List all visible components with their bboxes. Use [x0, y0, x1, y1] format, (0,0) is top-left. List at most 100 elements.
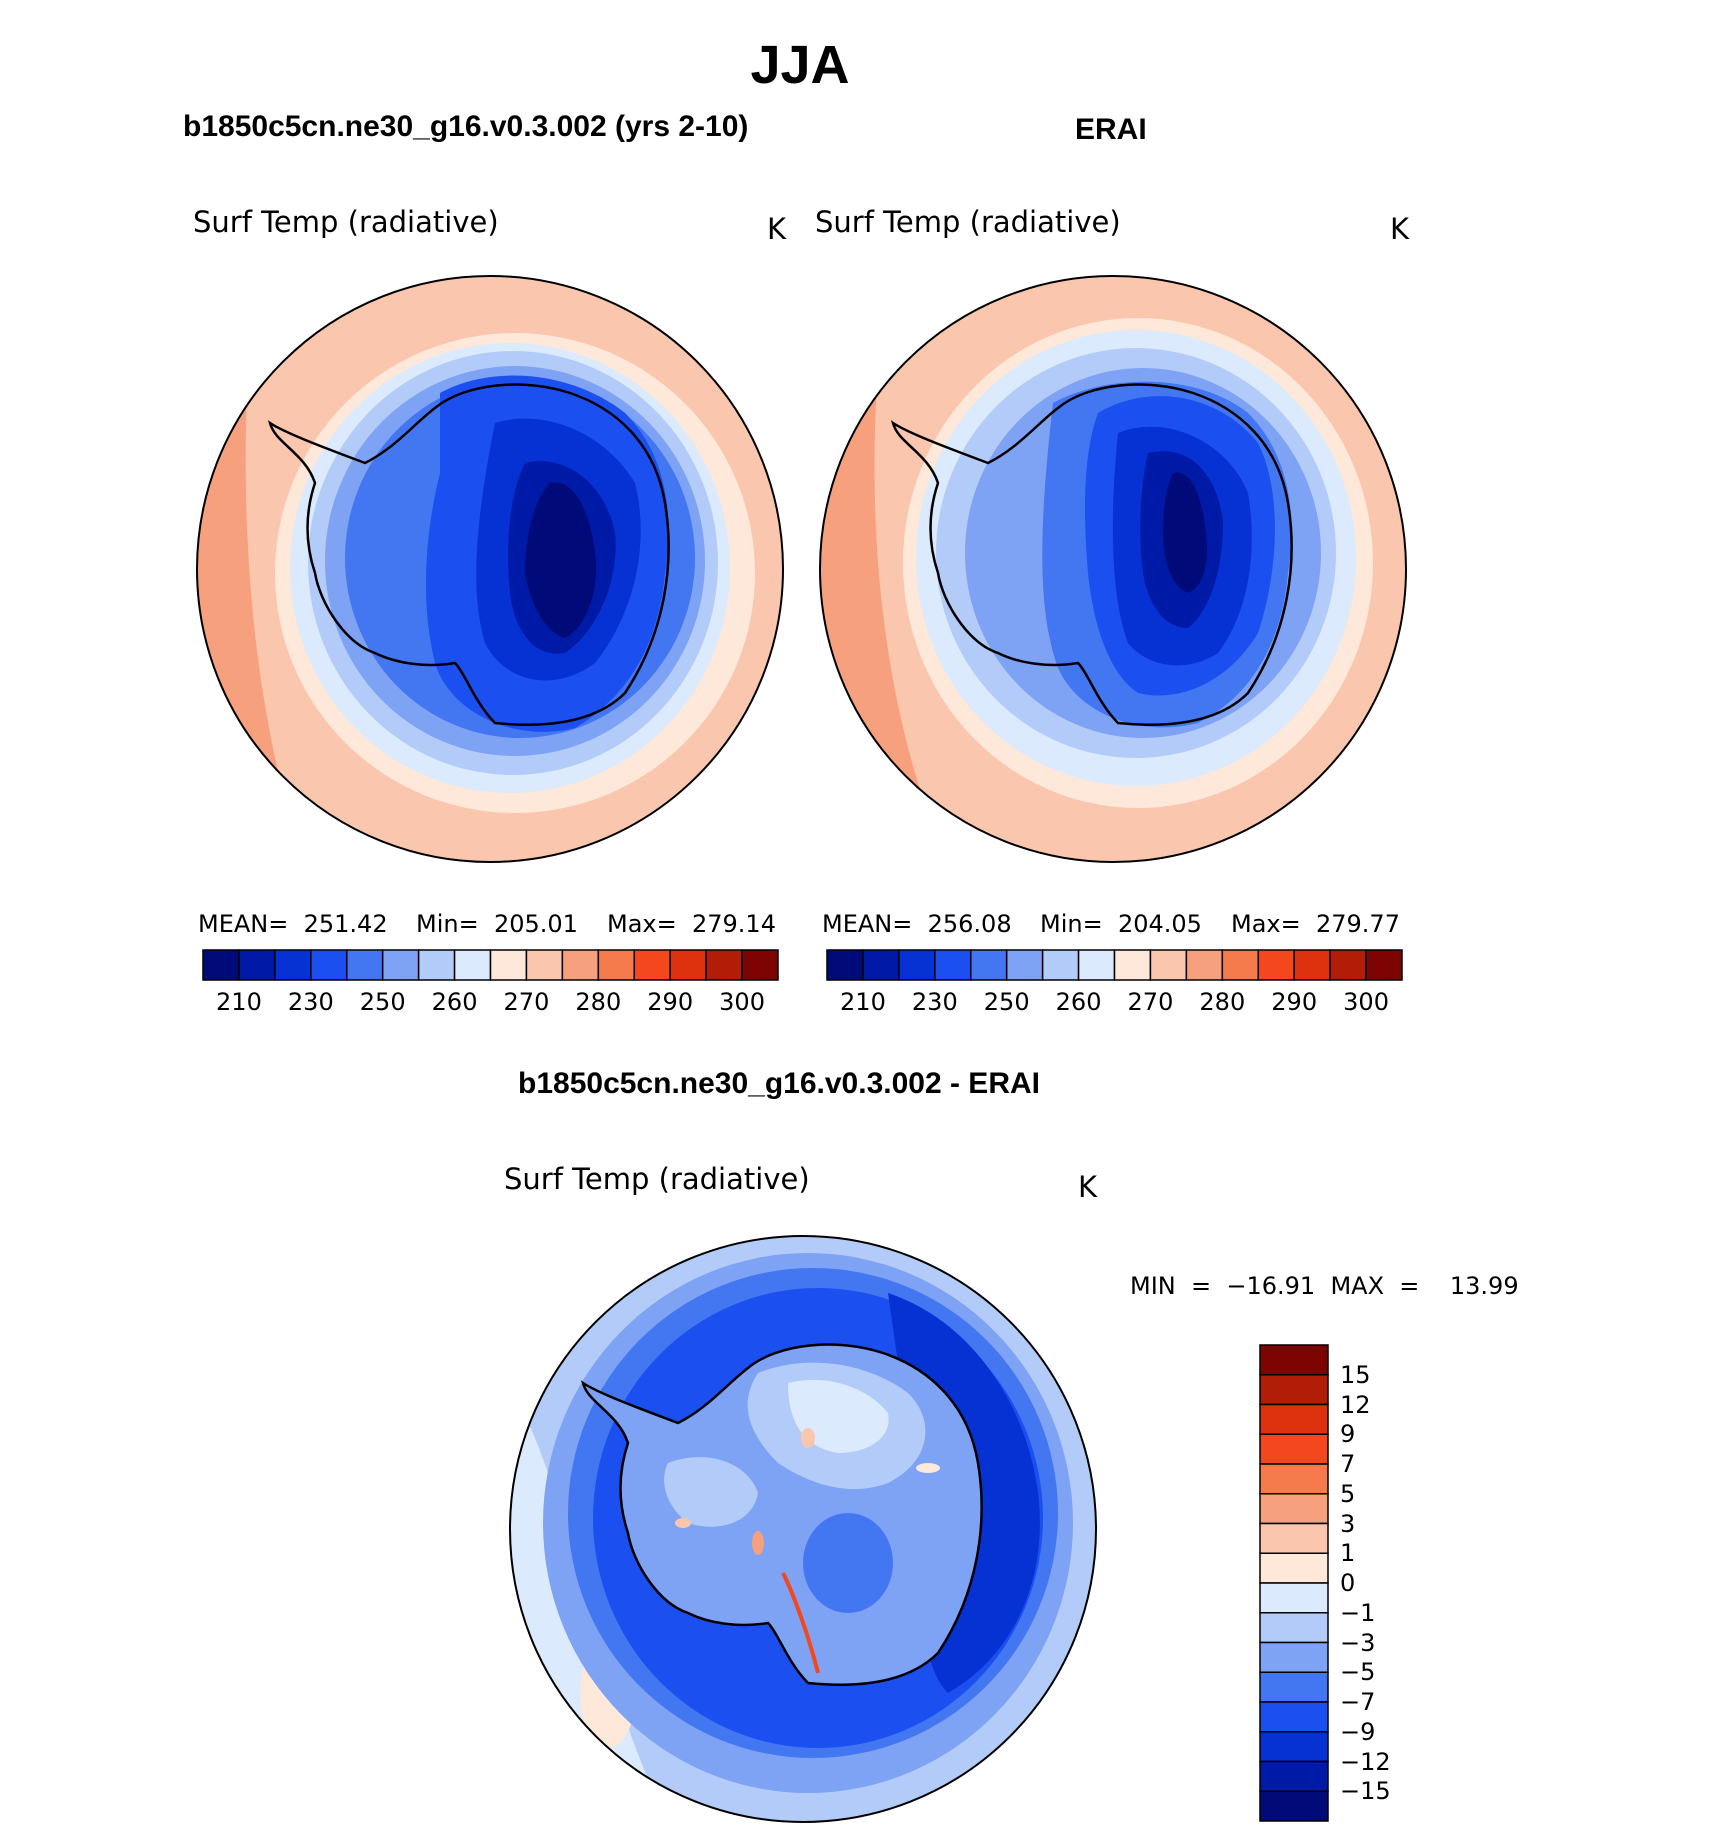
- colorbar-tick-label: 280: [575, 988, 622, 1016]
- colorbar-swatch: [597, 949, 635, 981]
- colorbar-tick-label: −1: [1340, 1598, 1376, 1627]
- colorbar-swatch: [1329, 949, 1367, 981]
- colorbar-swatch: [669, 949, 707, 981]
- colorbar-tick-label: 250: [359, 988, 406, 1016]
- panel-2-mean: MEAN= 256.08: [822, 910, 1012, 938]
- panel-2-min: Min= 204.05: [1040, 910, 1202, 938]
- colorbar-tick-label: 0: [1340, 1569, 1356, 1597]
- colorbar-swatch: [826, 949, 864, 981]
- panel-1-units: K: [767, 212, 787, 246]
- colorbar-swatch: [202, 949, 240, 981]
- colorbar-swatch: [346, 949, 384, 981]
- colorbar-swatch: [1257, 949, 1295, 981]
- colorbar-swatch: [898, 949, 936, 981]
- colorbar-tick-label: −15: [1340, 1777, 1391, 1806]
- colorbar-swatch: [1149, 949, 1188, 981]
- panel-1-mean: MEAN= 251.42: [198, 910, 388, 938]
- colorbar-tick-label: 7: [1340, 1450, 1356, 1478]
- colorbar-tick-label: −5: [1340, 1658, 1376, 1687]
- colorbar-swatch: [417, 949, 456, 981]
- panel-3-subtitle: b1850c5cn.ne30_g16.v0.3.002 - ERAI: [518, 1067, 1040, 1100]
- colorbar-swatch: [1259, 1493, 1329, 1525]
- colorbar-swatch: [1259, 1760, 1329, 1792]
- colorbar-tick-label: 300: [1343, 988, 1389, 1016]
- colorbar-swatch: [1259, 1522, 1329, 1554]
- colorbar-swatch: [1041, 949, 1080, 981]
- colorbar-tick-label: 5: [1340, 1479, 1356, 1508]
- colorbar-swatch: [453, 949, 492, 981]
- panel-1-min: Min= 205.01: [416, 910, 578, 938]
- colorbar-tick-label: 9: [1340, 1420, 1356, 1449]
- colorbar-swatch: [1185, 949, 1224, 981]
- colorbar-swatch: [1259, 1344, 1329, 1376]
- colorbar-swatch: [525, 949, 564, 981]
- colorbar-tick-label: 290: [647, 988, 694, 1016]
- colorbar-swatch: [1259, 1790, 1329, 1822]
- colorbar-tick-label: −3: [1340, 1628, 1376, 1657]
- colorbar-tick-label: 3: [1340, 1509, 1356, 1538]
- colorbar-swatch: [705, 949, 743, 981]
- colorbar-swatch: [310, 949, 348, 981]
- colorbar-swatch: [1365, 949, 1403, 981]
- colorbar-tick-label: 280: [1199, 988, 1246, 1016]
- colorbar-tick-label: −7: [1340, 1688, 1376, 1716]
- colorbar-difference: [1259, 1344, 1329, 1822]
- panel-1-max: Max= 279.14: [607, 910, 776, 938]
- colorbar-swatch: [381, 949, 420, 981]
- panel-1-subtitle: b1850c5cn.ne30_g16.v0.3.002 (yrs 2-10): [183, 110, 749, 143]
- colorbar-tick-label: 1: [1340, 1539, 1356, 1568]
- colorbar-swatch: [561, 949, 600, 981]
- colorbar-swatch: [1005, 949, 1044, 981]
- panel-3-variable-label: Surf Temp (radiative): [504, 1162, 810, 1196]
- colorbar-swatch: [741, 949, 779, 981]
- colorbar-tick-label: 250: [983, 988, 1030, 1016]
- colorbar-swatch: [1259, 1641, 1329, 1673]
- colorbar-tick-label: 210: [216, 988, 262, 1016]
- colorbar-tick-label: 270: [1127, 988, 1174, 1016]
- colorbar-swatch: [1293, 949, 1331, 981]
- colorbar-tick-label: 15: [1340, 1360, 1371, 1389]
- colorbar-swatch: [238, 949, 276, 981]
- polar-map-erai: [819, 275, 1407, 863]
- panel-3-min-max: MIN = −16.91 MAX = 13.99: [1130, 1272, 1519, 1300]
- colorbar-tick-label: 260: [1055, 988, 1102, 1016]
- polar-map-model: [196, 275, 784, 863]
- panel-3-units: K: [1078, 1170, 1098, 1204]
- colorbar-tick-label: 230: [287, 988, 334, 1016]
- panel-1-variable-label: Surf Temp (radiative): [193, 205, 499, 239]
- colorbar-erai: [826, 949, 1403, 981]
- colorbar-tick-label: 260: [431, 988, 478, 1016]
- colorbar-swatch: [1259, 1612, 1329, 1644]
- colorbar-swatch: [862, 949, 900, 981]
- colorbar-swatch: [1259, 1582, 1329, 1614]
- colorbar-swatch: [1259, 1463, 1329, 1495]
- page-title: JJA: [750, 35, 850, 95]
- colorbar-swatch: [970, 949, 1008, 981]
- colorbar-swatch: [1077, 949, 1116, 981]
- colorbar-tick-label: 270: [503, 988, 550, 1016]
- colorbar-model: [202, 949, 779, 981]
- colorbar-swatch: [1259, 1671, 1329, 1703]
- panel-2-max: Max= 279.77: [1231, 910, 1400, 938]
- colorbar-swatch: [489, 949, 528, 981]
- panel-2-subtitle: ERAI: [1075, 113, 1147, 146]
- panel-2-variable-label: Surf Temp (radiative): [815, 205, 1121, 239]
- colorbar-tick-label: 12: [1340, 1390, 1371, 1419]
- colorbar-tick-label: 210: [840, 988, 886, 1016]
- colorbar-tick-label: 300: [719, 988, 765, 1016]
- colorbar-tick-label: −9: [1340, 1717, 1376, 1746]
- colorbar-tick-label: 230: [911, 988, 958, 1016]
- colorbar-tick-label: 290: [1271, 988, 1318, 1016]
- colorbar-swatch: [633, 949, 671, 981]
- colorbar-swatch: [274, 949, 312, 981]
- colorbar-swatch: [1259, 1731, 1329, 1763]
- colorbar-swatch: [1221, 949, 1259, 981]
- colorbar-swatch: [1113, 949, 1152, 981]
- polar-map-difference: [509, 1235, 1097, 1823]
- colorbar-swatch: [1259, 1552, 1329, 1584]
- colorbar-swatch: [1259, 1433, 1329, 1465]
- panel-2-units: K: [1390, 212, 1410, 246]
- colorbar-tick-label: −12: [1340, 1747, 1391, 1776]
- colorbar-swatch: [1259, 1701, 1329, 1733]
- colorbar-swatch: [1259, 1374, 1329, 1406]
